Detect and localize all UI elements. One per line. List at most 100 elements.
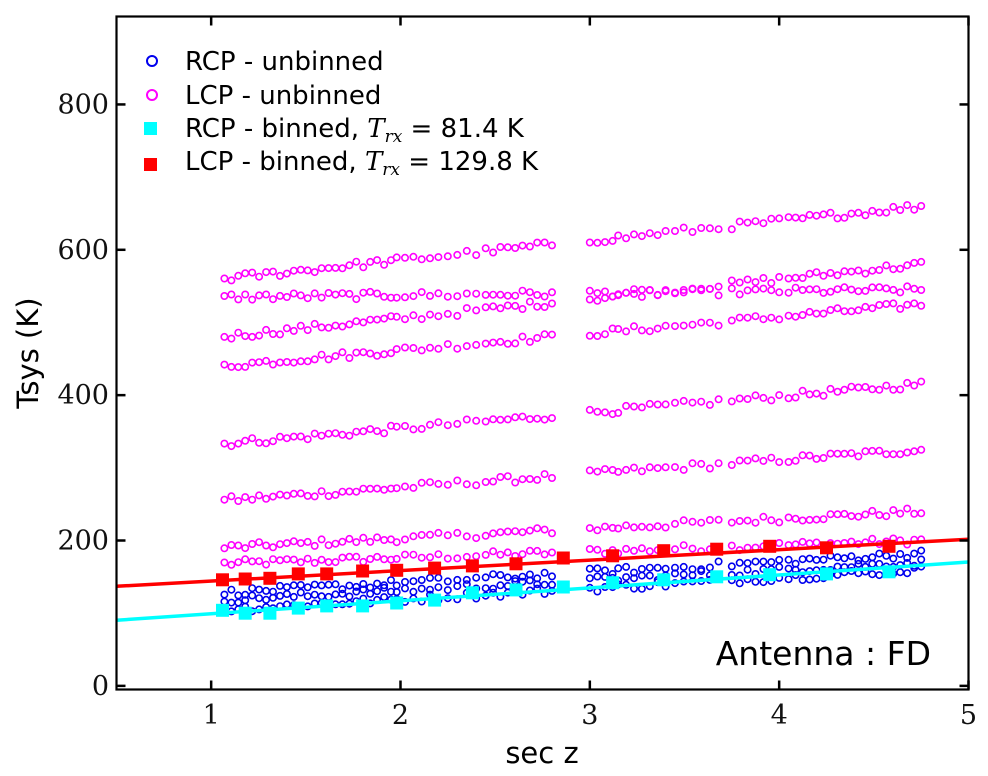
lcp-unbinned-point [854, 266, 863, 275]
lcp-unbinned-point [585, 286, 594, 295]
lcp-unbinned-point [798, 273, 807, 282]
lcp-unbinned-point [275, 556, 284, 565]
lcp-unbinned-point [798, 451, 807, 460]
unbinned-points-layer [220, 201, 926, 616]
lcp-unbinned-point [661, 523, 670, 532]
lcp-unbinned-point [303, 294, 312, 303]
rcp-unbinned-point [392, 581, 401, 590]
rcp-unbinned-point [220, 590, 229, 599]
lcp-unbinned-point [255, 491, 264, 500]
lcp-unbinned-point [697, 459, 706, 468]
rcp-unbinned-point [496, 581, 505, 590]
lcp-unbinned-point [767, 278, 776, 287]
rcp-unbinned-point [585, 574, 594, 583]
lcp-unbinned-point [903, 504, 912, 513]
lcp-unbinned-point [496, 550, 505, 559]
lcp-unbinned-point [614, 524, 623, 533]
lcp-unbinned-point [697, 284, 706, 293]
legend-label-lcp-binned: LCP - binned, Trx = 129.8 K [185, 147, 539, 180]
lcp-unbinned-point [714, 395, 723, 404]
legend-marker-rcp-binned [144, 122, 157, 135]
lcp-unbinned-point [241, 290, 250, 299]
lcp-unbinned-point [645, 286, 654, 295]
lcp-unbinned-point [714, 282, 723, 291]
rcp-unbinned-point [275, 591, 284, 600]
lcp-unbinned-point [417, 424, 426, 433]
rcp-unbinned-point [386, 576, 395, 585]
lcp-unbinned-point [743, 286, 752, 295]
lcp-unbinned-point [600, 294, 609, 303]
lcp-unbinned-point [296, 291, 305, 300]
lcp-unbinned-point [767, 516, 776, 525]
lcp-unbinned-point [227, 334, 236, 343]
lcp-unbinned-point [268, 267, 277, 276]
rcp-binned-point [710, 570, 724, 584]
rcp-unbinned-point [805, 554, 814, 563]
lcp-unbinned-point [759, 315, 768, 324]
lcp-unbinned-point [400, 535, 409, 544]
lcp-unbinned-point [425, 478, 434, 487]
rcp-unbinned-point [784, 555, 793, 564]
rcp-unbinned-point [784, 564, 793, 573]
lcp-unbinned-point [751, 217, 760, 226]
lcp-unbinned-point [296, 432, 305, 441]
lcp-unbinned-point [443, 292, 452, 301]
rcp-unbinned-point [775, 562, 784, 571]
lcp-unbinned-point [759, 393, 768, 402]
lcp-unbinned-point [248, 495, 257, 504]
lcp-unbinned-point [289, 289, 298, 298]
lcp-unbinned-point [366, 315, 375, 324]
lcp-binned-point [216, 573, 229, 587]
rcp-binned-point [820, 567, 833, 581]
lcp-unbinned-point [791, 393, 800, 402]
lcp-unbinned-point [910, 447, 919, 456]
lcp-unbinned-point [489, 415, 498, 424]
lcp-unbinned-point [453, 476, 462, 485]
rcp-unbinned-point [443, 577, 452, 586]
lcp-unbinned-point [481, 550, 490, 559]
rcp-unbinned-point [847, 552, 856, 561]
lcp-unbinned-point [227, 276, 236, 285]
rcp-unbinned-point [366, 583, 375, 592]
lcp-unbinned-point [380, 314, 389, 323]
lcp-unbinned-point [840, 283, 849, 292]
rcp-unbinned-point [331, 580, 340, 589]
lcp-unbinned-point [593, 331, 602, 340]
lcp-unbinned-point [434, 528, 443, 537]
lcp-unbinned-point [289, 266, 298, 275]
lcp-unbinned-point [645, 327, 654, 336]
lcp-unbinned-point [882, 284, 891, 293]
rcp-unbinned-point [645, 571, 654, 580]
lcp-unbinned-point [735, 516, 744, 525]
rcp-unbinned-point [767, 558, 776, 567]
lcp-unbinned-point [400, 253, 409, 262]
lcp-unbinned-point [882, 208, 891, 217]
lcp-unbinned-point [847, 209, 856, 218]
lcp-unbinned-point [705, 224, 714, 233]
lcp-unbinned-point [248, 539, 257, 548]
lcp-unbinned-point [819, 391, 828, 400]
y-tick-label: 600 [57, 235, 109, 266]
lcp-unbinned-point [453, 311, 462, 320]
lcp-unbinned-point [324, 288, 333, 297]
lcp-unbinned-point [910, 205, 919, 214]
lcp-unbinned-point [268, 360, 277, 369]
lcp-unbinned-point [629, 230, 638, 239]
lcp-unbinned-point [386, 349, 395, 358]
lcp-unbinned-point [234, 439, 243, 448]
lcp-binned-point [882, 539, 896, 553]
lcp-unbinned-point [882, 450, 891, 459]
lcp-unbinned-point [275, 291, 284, 300]
rcp-unbinned-point [255, 585, 264, 594]
lcp-unbinned-point [345, 320, 354, 329]
lcp-unbinned-point [661, 463, 670, 472]
lcp-unbinned-point [518, 528, 527, 537]
lcp-unbinned-point [275, 490, 284, 499]
lcp-unbinned-point [392, 554, 401, 563]
lcp-unbinned-point [791, 456, 800, 465]
lcp-unbinned-point [518, 241, 527, 250]
rcp-unbinned-point [425, 573, 434, 582]
rcp-unbinned-point [241, 596, 250, 605]
lcp-unbinned-point [847, 307, 856, 316]
lcp-unbinned-point [443, 480, 452, 489]
